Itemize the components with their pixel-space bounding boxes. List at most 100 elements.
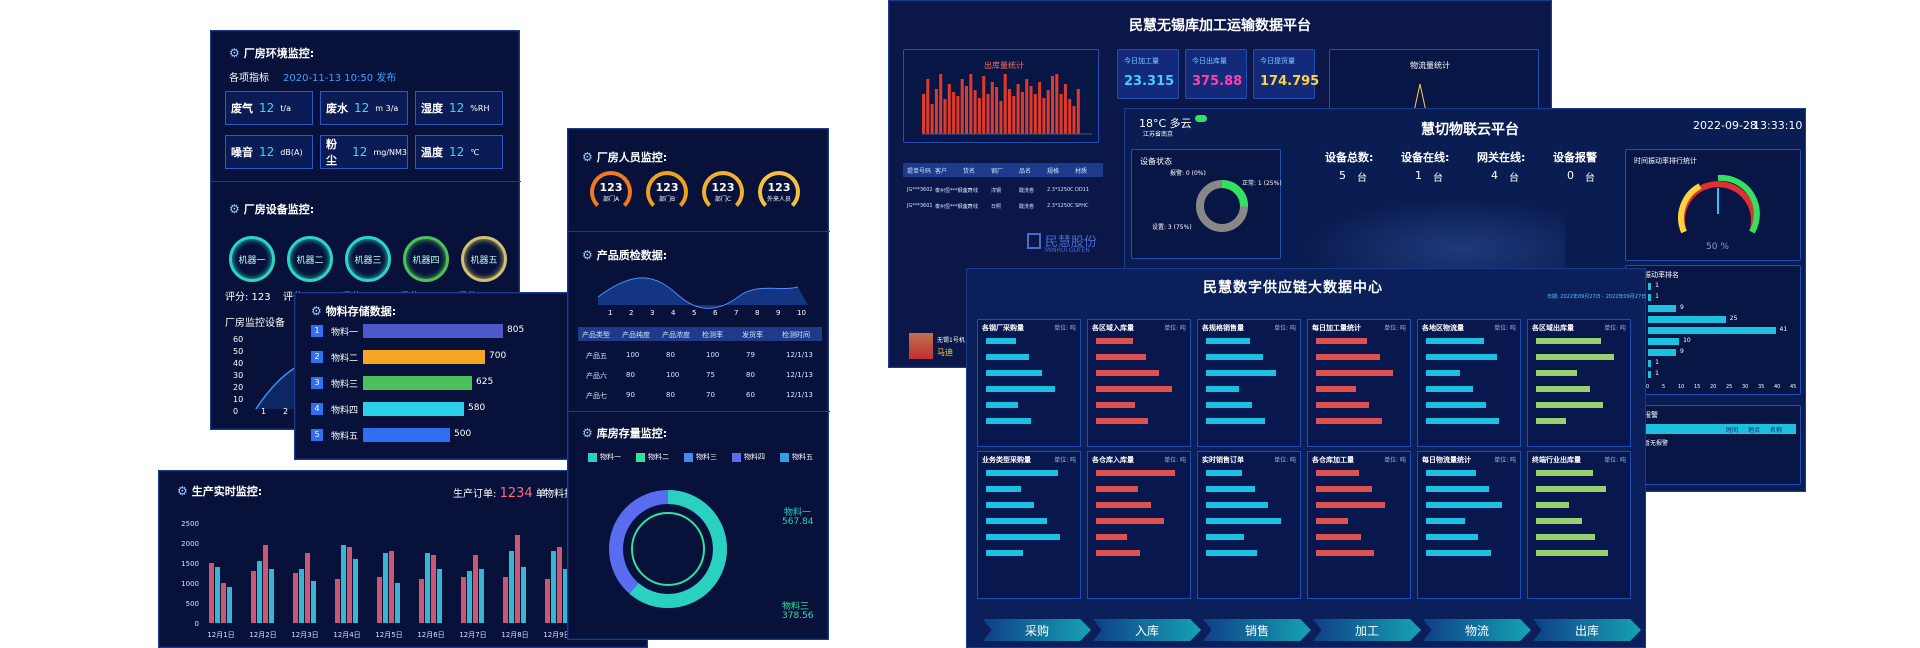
table-cell: 70 [706,391,715,399]
card-bar [1316,470,1359,476]
card-bar [986,470,1058,476]
card-bar [986,402,1018,408]
metric-box: 噪音 12 dB(A) [225,135,313,169]
quality-area-chart [598,277,808,309]
storage-title: ⚙ 库房存量监控: [582,426,668,440]
tab-2[interactable]: 销售 [1203,619,1311,641]
card-unit: 单位: 吨 [1274,457,1296,464]
metric-label: 噪音 [231,146,253,159]
tab-4[interactable]: 物流 [1423,619,1531,641]
card-unit: 单位: 吨 [1054,325,1076,332]
card-bar [1316,418,1382,424]
card-unit: 单位: 吨 [1604,325,1626,332]
card-bar [1206,470,1242,476]
table-cell: 12/1/13 [786,371,813,379]
card-bar [1536,338,1601,344]
staff-panel: ⚙ 厂房人员监控: 123 部门A 123 部门B 123 部门C 123 外来人员 ⚙ 产品质检… [567,128,830,640]
metric-value: 12 [259,101,275,115]
gauge-value: 123 [655,181,679,194]
kpi-card: 今日提货量 174.795 [1253,49,1319,99]
card-title: 实时销售订单 [1202,456,1244,464]
x-tick: 12月3日 [291,631,318,639]
out-bar [1020,92,1024,134]
y-tick: 50 [233,347,244,356]
device-status-card: 设备状态 报警: 0 (0%) 正常: 1 (25%) 设置: 3 (75%) [1131,149,1282,259]
table-cell: 12/1/13 [786,391,813,399]
metric-label: 废气 [231,102,253,115]
out-bar [1033,94,1037,134]
out-bar [922,94,925,134]
rank-bar [1648,349,1676,356]
tab-5[interactable]: 出库 [1533,619,1641,641]
tab-3[interactable]: 加工 [1313,619,1421,641]
card-title: 各规格销售量 [1202,324,1244,332]
card-bar [1536,370,1577,376]
bar [515,535,520,623]
out-bar [999,101,1003,134]
supply-card: 各规格销售量 单位: 吨 [1197,319,1301,447]
card-bar [1206,402,1252,408]
card-bar [1426,370,1460,376]
x-tick: 12月5日 [375,631,402,639]
staff-gauge: 123 部门C [702,171,744,213]
y-tick: 0 [195,620,199,628]
material-name: 物料三 [331,380,359,390]
kpi-label: 今日加工量 [1124,57,1159,65]
card-bar [986,418,1031,424]
bar [353,559,358,623]
iot-time: 13:33:10 [1753,119,1803,132]
bar [437,569,442,623]
card-unit: 单位: 吨 [1384,325,1406,332]
gear-icon: ⚙ [177,484,188,498]
staff-title: ⚙ 厂房人员监控: [582,150,668,164]
bar [293,573,298,623]
staff-gauge: 123 部门B [646,171,688,213]
out-bar [939,74,943,134]
material-value: 500 [454,429,472,439]
tab-1[interactable]: 入库 [1093,619,1201,641]
card-bar [986,534,1060,540]
tab-0[interactable]: 采购 [983,619,1091,641]
metric-unit: m 3/a [375,103,399,113]
table-header: 货名 [963,168,976,175]
stat-label: 设备报警 [1553,151,1597,164]
bar [503,577,508,623]
out-bar [956,96,960,134]
out-bar [943,99,947,134]
bar [425,553,430,623]
bar [209,563,214,623]
rank-x-tick: 30 [1742,384,1749,390]
legend-label: 物料二 [648,453,669,461]
card-bar [1096,486,1138,492]
kpi-label: 今日出库量 [1192,57,1227,65]
stat-value: 0 [1567,169,1574,182]
quality-x-tick: 7 [734,309,739,317]
table-cell: 75 [706,371,715,379]
card-bar [1426,354,1497,360]
date-range: 日期: 2022年09月27日 - 2022年09月27日 [1547,294,1647,300]
card-bar [1536,550,1608,556]
staff-gauge: 123 部门A [590,171,632,213]
status-donut [1196,180,1248,232]
legend-swatch [732,453,741,462]
out-bar [990,82,994,134]
legend-swatch [588,453,597,462]
metric-box: 湿度 12 %RH [415,91,503,125]
card-title: 终端行业出库量 [1532,456,1581,464]
table-cell: SPHC [1075,203,1089,209]
table-cell: 100 [666,371,680,379]
y-tick: 40 [233,359,244,368]
bar [479,569,484,623]
table-cell: 80 [666,391,675,399]
rank-card: 振动率排名 9-2419-2319-2299-17259-16419-15109… [1625,265,1801,395]
rank-bar [1648,327,1776,334]
out-bar [1008,89,1011,134]
watermark: 民慧股份 [1045,235,1098,250]
env-xtick: 2 [283,407,289,416]
y-tick: 1500 [181,560,199,568]
stat-unit: 台 [1433,173,1443,184]
equip-title: ⚙ 厂房设备监控: [229,202,315,216]
bar [257,561,262,623]
rank-value: 9 [1680,348,1684,355]
supply-card: 终端行业出库量 单位: 吨 [1527,451,1631,599]
